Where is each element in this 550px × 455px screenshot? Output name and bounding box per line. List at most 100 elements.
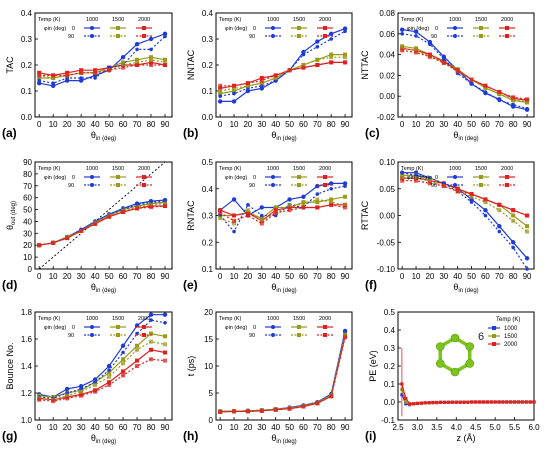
legend-temp-value: 1000 — [86, 316, 98, 322]
x-tick-label: 70 — [133, 272, 142, 281]
series-line-1500-phi0 — [39, 332, 166, 398]
data-point — [93, 221, 98, 226]
legend-phi-value: 0 — [72, 325, 75, 331]
legend-phi-value: 90 — [431, 183, 437, 189]
y-tick-label: 40 — [23, 217, 32, 226]
x-tick-label: 0 — [218, 423, 223, 432]
data-point — [163, 321, 167, 325]
y-tick-label: 60 — [23, 194, 32, 203]
molecule-label: 6 — [478, 331, 484, 343]
data-point — [218, 83, 223, 88]
legend-temp-value: 2000 — [319, 166, 331, 172]
legend-swatch-marker — [505, 183, 509, 187]
data-point — [414, 46, 419, 51]
legend-phi-value: 90 — [249, 183, 255, 189]
x-tick-label: 3.0 — [412, 423, 424, 432]
data-point — [163, 358, 168, 363]
legend-swatch-marker — [271, 26, 275, 30]
y-tick-label: 30 — [23, 229, 32, 238]
data-point — [106, 363, 112, 369]
legend-entry: 1500 — [504, 334, 518, 340]
x-tick-label: 80 — [147, 423, 156, 432]
data-point — [148, 36, 154, 42]
data-point — [245, 210, 250, 215]
data-point — [439, 400, 443, 404]
legend-temp-label: Temp (K) — [38, 166, 60, 172]
data-point — [493, 400, 497, 404]
legend-swatch-marker — [271, 325, 275, 329]
data-point — [483, 83, 488, 88]
series-line-1500-phi90 — [39, 203, 166, 246]
x-axis-label: θin (deg) — [91, 433, 116, 445]
legend-phi-value: 90 — [68, 333, 74, 339]
molecule-atom — [450, 333, 460, 343]
x-tick-label: 20 — [243, 272, 252, 281]
data-point — [232, 229, 236, 234]
molecule-atom — [435, 359, 445, 368]
series-line-1000-phi0 — [39, 314, 165, 398]
x-tick-label: 10 — [49, 423, 58, 432]
data-point — [121, 361, 126, 366]
data-point — [301, 404, 306, 409]
y-tick-label: 0.3 — [202, 212, 214, 221]
series-line-1500-phi90 — [402, 177, 528, 233]
data-point — [483, 85, 488, 90]
legend-phi-value: 0 — [72, 175, 75, 181]
series-line-2000-phi0 — [39, 205, 165, 246]
data-point — [520, 400, 524, 404]
data-point — [273, 407, 278, 412]
data-point — [148, 312, 154, 317]
data-point — [462, 400, 466, 404]
x-tick-label: 70 — [133, 423, 142, 432]
y-tick-label: 90 — [23, 158, 32, 167]
data-point — [532, 400, 536, 404]
data-point — [315, 205, 320, 210]
data-point — [301, 65, 306, 70]
molecule-ring — [438, 335, 472, 375]
panel-f: 0 10 20 30 40 50 60 70 80 90 -0.10 -0.05 0.00 0.05 0.1… — [360, 158, 535, 294]
x-tick-label: 80 — [327, 423, 336, 432]
x-tick-label: 80 — [509, 120, 518, 129]
data-point — [485, 400, 489, 404]
y-axis-label: RTTAC — [360, 200, 370, 230]
legend-temp-value: 1500 — [293, 17, 305, 23]
data-point — [149, 47, 153, 52]
data-point — [525, 224, 530, 229]
data-point — [400, 46, 405, 51]
legend-swatch-marker — [492, 334, 496, 338]
legend-swatch-marker — [90, 325, 94, 329]
x-tick-label: 10 — [230, 423, 239, 432]
legend-temp-value: 1000 — [449, 166, 461, 172]
data-point — [232, 409, 237, 414]
data-point — [149, 57, 154, 62]
x-tick-label: 10 — [412, 272, 421, 281]
legend-swatch-marker — [116, 183, 120, 187]
x-tick-label: 30 — [439, 272, 448, 281]
data-point — [259, 81, 264, 86]
data-point — [343, 184, 347, 188]
x-axis-label: θin (deg) — [271, 130, 296, 142]
legend-swatch-marker — [453, 175, 457, 179]
data-point — [301, 205, 306, 210]
data-point — [79, 228, 84, 233]
data-point — [466, 400, 470, 404]
x-tick-label: 30 — [77, 423, 86, 432]
data-point — [107, 368, 111, 372]
x-tick-label: 0 — [400, 120, 405, 129]
legend-temp-value: 2000 — [319, 17, 331, 23]
molecule-atom — [435, 342, 445, 351]
y-tick-label: 0.00 — [379, 212, 395, 221]
legend-swatch-marker — [492, 342, 496, 346]
data-point — [408, 402, 412, 406]
y-tick-label: 0.06 — [379, 30, 395, 39]
data-point — [232, 89, 237, 93]
data-point — [37, 243, 42, 248]
x-tick-label: 70 — [313, 120, 322, 129]
data-point — [93, 70, 98, 75]
data-point — [423, 401, 427, 405]
y-tick-label: 0.2 — [202, 61, 214, 70]
data-point — [79, 76, 83, 80]
data-point — [218, 409, 223, 414]
y-tick-label: 0.1 — [202, 87, 214, 96]
x-tick-label: 0 — [218, 120, 223, 129]
